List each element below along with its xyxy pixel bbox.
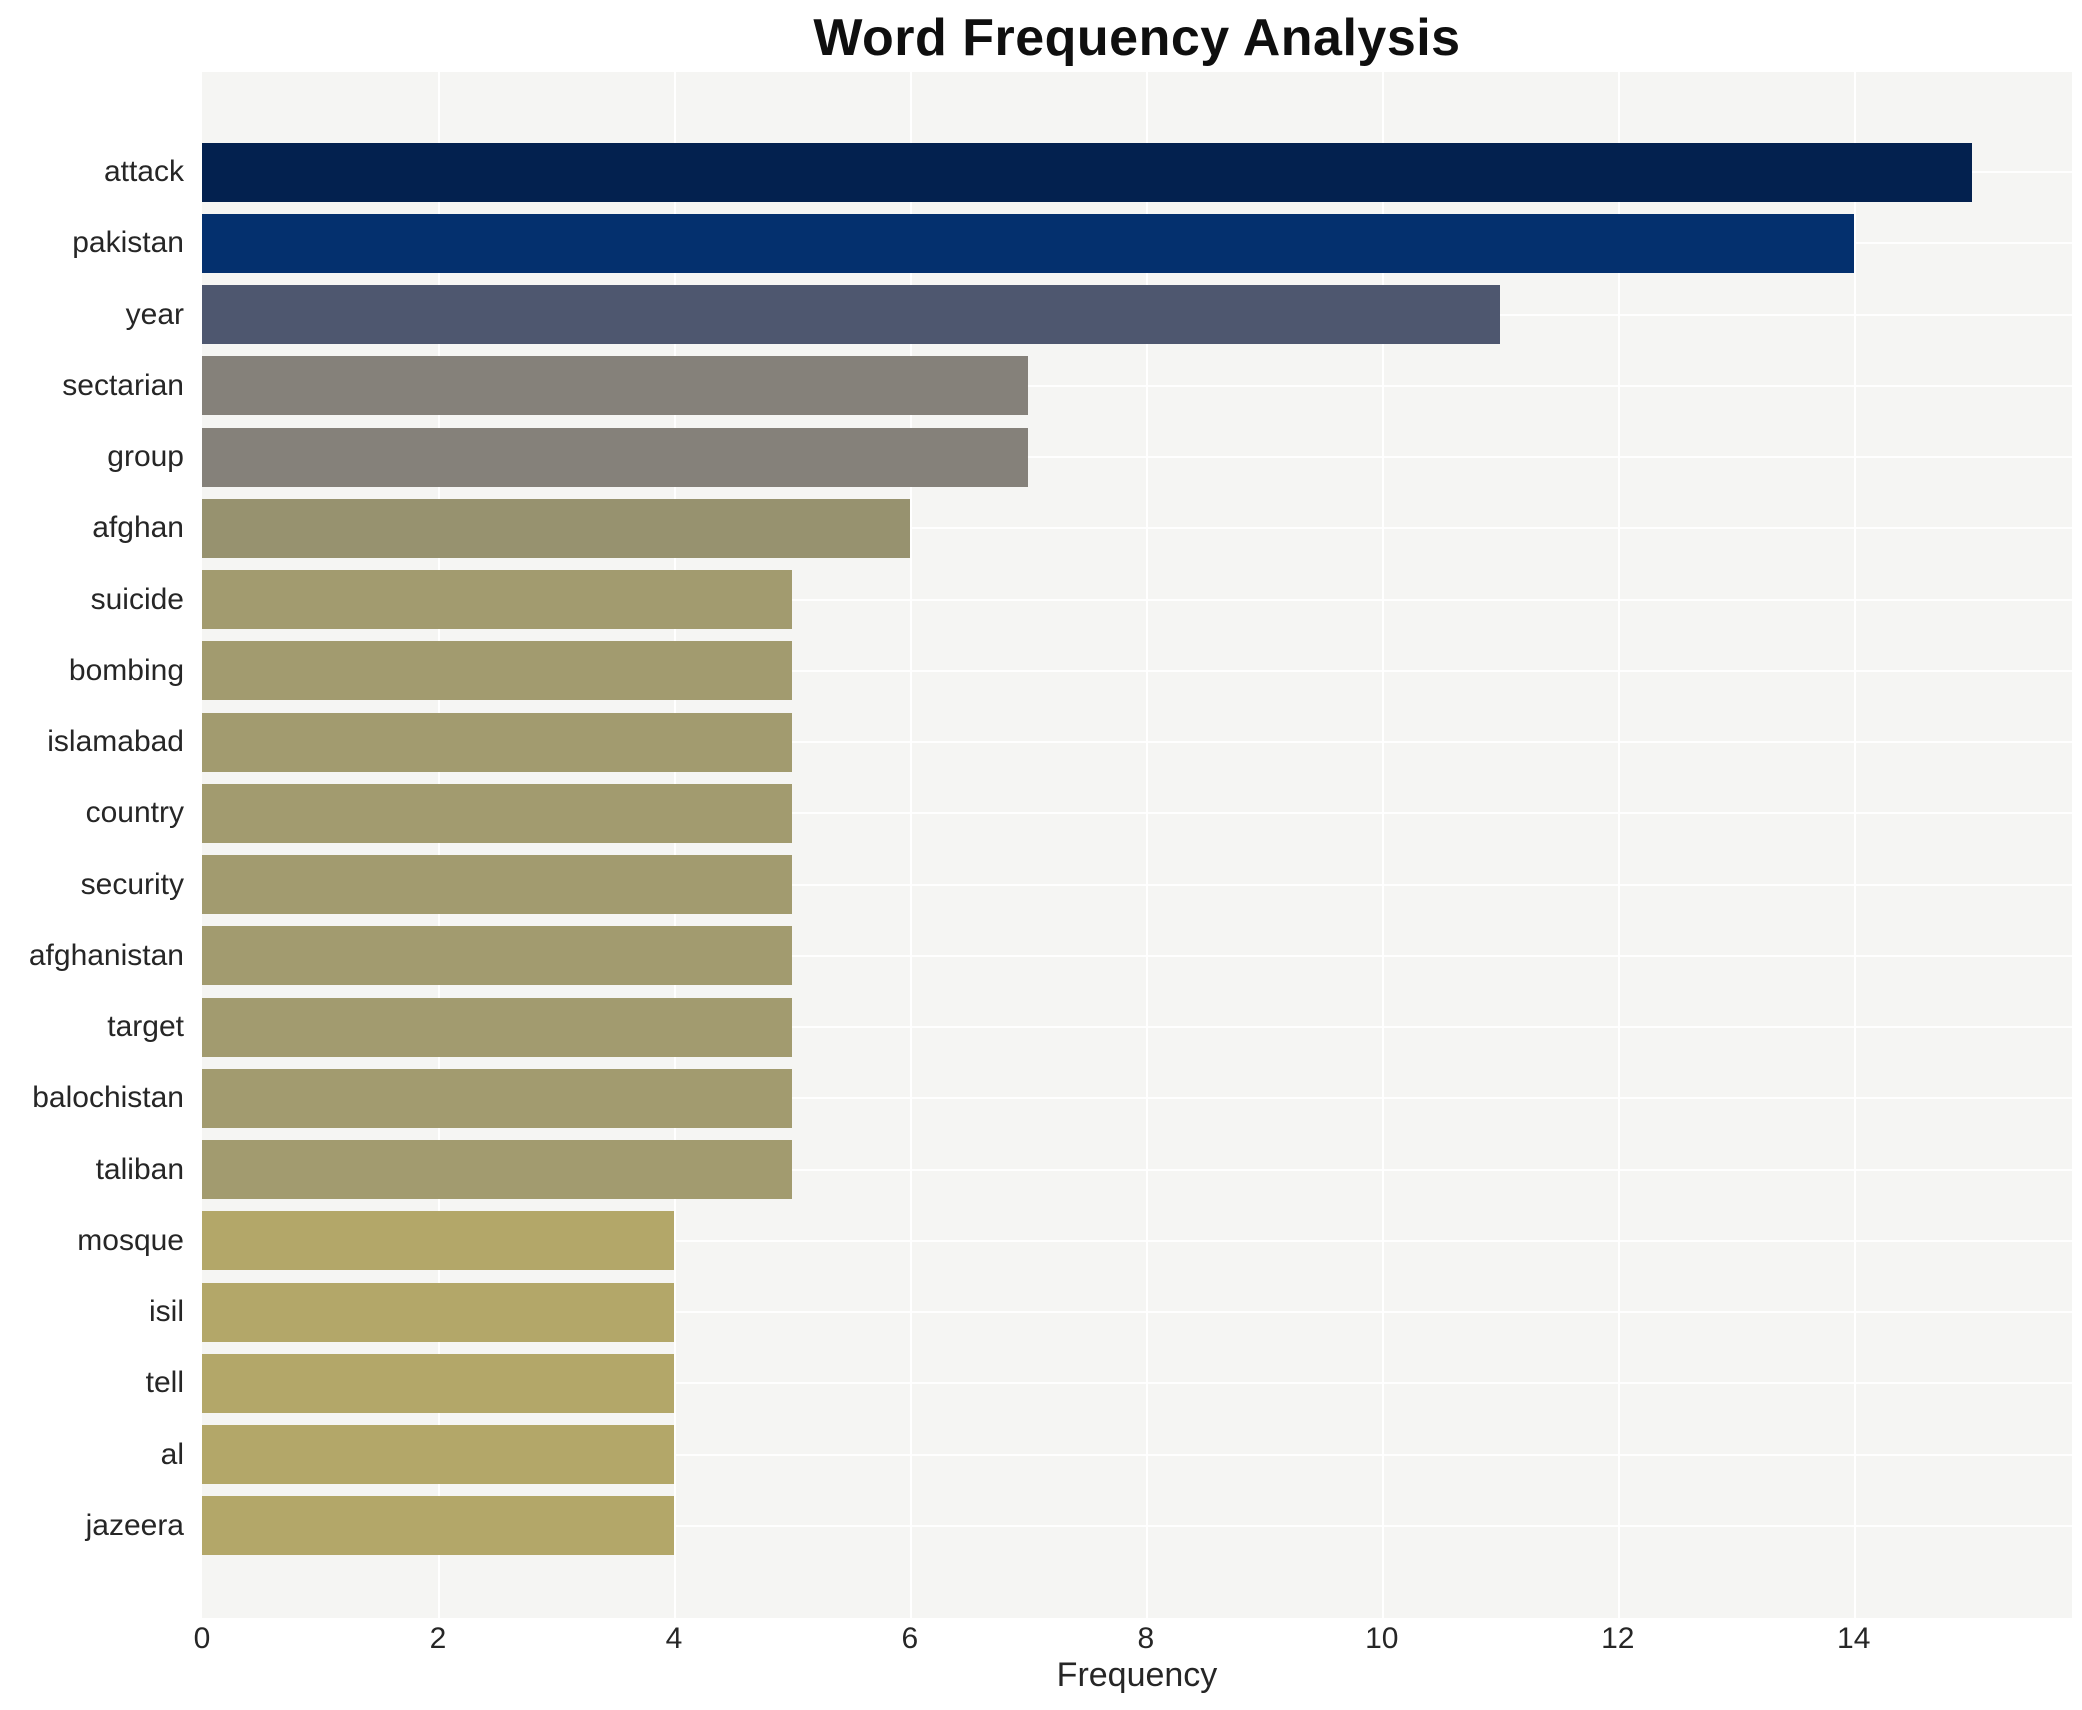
category-label-group: group [107,440,184,474]
h-gridline [202,1026,2072,1029]
h-gridline [202,1239,2072,1242]
category-label-country: country [85,796,184,830]
x-tick-label-4: 4 [665,1622,683,1655]
h-gridline [202,384,2072,387]
category-label-afghanistan: afghanistan [28,938,184,972]
bar-group [202,427,1028,487]
bar-al [202,1425,674,1485]
x-tick-label-12: 12 [1601,1622,1635,1655]
bar-islamabad [202,712,792,772]
h-gridline [202,669,2072,672]
category-label-year: year [125,297,184,331]
x-tick-label-8: 8 [1137,1622,1155,1655]
bar-jazeera [202,1496,674,1556]
plot-area [202,72,2072,1618]
h-gridline [202,527,2072,530]
h-gridline [202,456,2072,459]
category-label-islamabad: islamabad [47,725,184,759]
h-gridline [202,1382,2072,1385]
x-tick-label-6: 6 [901,1622,919,1655]
category-label-tell: tell [145,1366,184,1400]
h-gridline [202,741,2072,744]
x-tick-label-2: 2 [429,1622,447,1655]
bar-taliban [202,1140,792,1200]
category-label-isil: isil [149,1295,184,1329]
bar-year [202,285,1500,345]
bar-mosque [202,1211,674,1271]
category-label-suicide: suicide [90,582,184,616]
y-axis-category-labels: attack pakistan year sectarian group afghan su… [0,72,192,1618]
v-gridline [1617,72,1620,1618]
bar-sectarian [202,356,1028,416]
v-gridline [437,72,440,1618]
h-gridline [202,1168,2072,1171]
category-label-bombing: bombing [68,653,184,687]
category-label-target: target [107,1010,184,1044]
chart-title: Word Frequency Analysis [813,9,1461,67]
category-label-balochistan: balochistan [32,1081,184,1115]
category-label-sectarian: sectarian [62,368,184,402]
category-label-taliban: taliban [95,1152,184,1186]
v-gridline [673,72,676,1618]
bar-isil [202,1282,674,1342]
bar-afghanistan [202,926,792,986]
h-gridline [202,954,2072,957]
bar-suicide [202,570,792,630]
bar-tell [202,1353,674,1413]
bar-attack [202,142,1972,202]
h-gridline [202,883,2072,886]
h-gridline [202,598,2072,601]
v-gridline [1853,72,1856,1618]
v-gridline [1381,72,1384,1618]
bar-country [202,783,792,843]
category-label-pakistan: pakistan [72,226,184,260]
category-label-al: al [160,1437,184,1471]
category-label-mosque: mosque [77,1223,184,1257]
h-gridline [202,1524,2072,1527]
bar-bombing [202,641,792,701]
bar-pakistan [202,213,1854,273]
x-tick-label-10: 10 [1365,1622,1399,1655]
bar-security [202,855,792,915]
category-label-afghan: afghan [92,511,184,545]
h-gridline [202,1097,2072,1100]
bar-target [202,997,792,1057]
bar-balochistan [202,1068,792,1128]
h-gridline [202,812,2072,815]
category-label-jazeera: jazeera [85,1508,184,1542]
category-label-attack: attack [103,155,184,188]
h-gridline [202,1453,2072,1456]
category-label-security: security [80,867,184,901]
v-gridline [1145,72,1148,1618]
x-axis-tick-labels: 0 2 4 6 8 10 12 14 [0,1622,2082,1658]
v-gridline [909,72,912,1618]
bar-afghan [202,498,910,558]
x-axis-label: Frequency [1056,1656,1218,1694]
h-gridline [202,1311,2072,1314]
x-tick-label-14: 14 [1837,1622,1871,1655]
x-tick-label-0: 0 [193,1622,211,1655]
